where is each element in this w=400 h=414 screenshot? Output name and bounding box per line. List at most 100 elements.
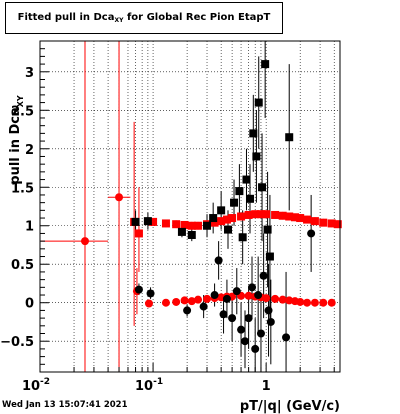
data-point-circle — [240, 337, 249, 346]
data-point-circle — [256, 329, 265, 338]
x-tick-label: 1 — [262, 379, 271, 394]
data-point-circle — [262, 294, 271, 303]
data-point-circle — [222, 294, 231, 303]
data-point-circle — [310, 298, 319, 307]
data-point-circle — [80, 237, 89, 246]
data-point-circle — [219, 310, 228, 319]
data-point-square — [180, 220, 189, 229]
data-point-square — [246, 194, 255, 203]
y-tick-label: 1 — [25, 220, 34, 235]
x-tick-label-exponent: -2 — [40, 377, 50, 387]
plot-frame — [39, 40, 341, 373]
y-tick-label: 2.5 — [11, 104, 34, 119]
data-point-circle — [319, 298, 328, 307]
timestamp: Wed Jan 13 15:07:41 2021 — [2, 400, 128, 410]
data-point-circle — [266, 317, 275, 326]
data-point-square — [224, 225, 233, 234]
data-point-circle — [161, 298, 170, 307]
data-point-circle — [259, 271, 268, 280]
chart-title-tail: for Global Rec Pion EtapT — [123, 12, 271, 23]
data-point-circle — [115, 193, 124, 202]
y-tick-label: −0.5 — [0, 335, 34, 350]
data-point-square — [263, 225, 272, 234]
data-point-square — [187, 230, 196, 239]
data-point-square — [209, 214, 218, 223]
data-point-square — [134, 229, 143, 238]
data-point-square — [285, 133, 294, 142]
data-point-square — [149, 217, 158, 226]
data-point-square — [172, 220, 181, 229]
data-point-square — [291, 213, 300, 222]
data-point-square — [285, 212, 294, 221]
data-point-square — [319, 218, 328, 227]
chart-title: Fitted pull in DcaXY for Global Rec Pion… — [6, 12, 282, 24]
data-point-square — [187, 221, 196, 230]
data-point-circle — [296, 297, 305, 306]
data-point-circle — [303, 298, 312, 307]
data-point-square — [242, 175, 251, 184]
data-point-circle — [203, 294, 212, 303]
data-point-circle — [214, 256, 223, 265]
data-point-square — [333, 220, 342, 229]
data-point-square — [222, 215, 231, 224]
data-point-square — [251, 210, 260, 219]
data-point-square — [228, 214, 237, 223]
data-point-square — [278, 211, 287, 220]
data-point-square — [249, 129, 258, 138]
y-axis-label-subscript: XY — [16, 95, 25, 107]
y-axis-label-text: pull in Dca — [8, 107, 23, 185]
data-point-circle — [278, 295, 287, 304]
data-point-square — [194, 221, 203, 230]
data-point-circle — [134, 285, 143, 294]
data-point-circle — [172, 297, 181, 306]
data-point-circle — [180, 296, 189, 305]
data-point-circle — [194, 295, 203, 304]
x-tick-label-base: 1 — [262, 379, 271, 394]
data-point-square — [256, 210, 265, 219]
y-tick-label: 3 — [25, 66, 34, 81]
data-point-circle — [264, 306, 273, 315]
data-point-square — [271, 210, 280, 219]
data-point-circle — [244, 314, 253, 323]
data-point-circle — [232, 287, 241, 296]
data-point-circle — [282, 333, 291, 342]
x-tick-label: 10-1 — [135, 377, 163, 394]
data-point-square — [230, 198, 239, 207]
error-bars — [40, 41, 340, 372]
x-tick-label-base: 10 — [135, 379, 153, 394]
data-point-circle — [251, 344, 260, 353]
data-point-circle — [237, 325, 246, 334]
data-point-circle — [327, 298, 336, 307]
data-point-square — [217, 206, 226, 215]
data-point-square — [237, 212, 246, 221]
data-point-circle — [307, 229, 316, 238]
data-point-square — [143, 217, 152, 226]
x-tick-label: 10-2 — [22, 377, 50, 394]
data-point-circle — [271, 294, 280, 303]
data-point-square — [252, 152, 261, 161]
data-point-circle — [244, 291, 253, 300]
data-point-circle — [248, 283, 257, 292]
data-point-circle — [183, 306, 192, 315]
chart-title-subscript: XY — [114, 17, 124, 24]
data-point-square — [217, 217, 226, 226]
chart-title-box: Fitted pull in DcaXY for Global Rec Pion… — [5, 2, 283, 34]
data-point-square — [203, 221, 212, 230]
chart-title-text: Fitted pull in Dca — [17, 12, 115, 23]
data-point-circle — [199, 302, 208, 311]
data-point-square — [238, 233, 247, 242]
data-point-circle — [187, 297, 196, 306]
y-tick-label: 1.5 — [11, 181, 34, 196]
data-point-square — [303, 215, 312, 224]
x-tick-label-base: 10 — [22, 379, 40, 394]
data-point-square — [310, 217, 319, 226]
data-point-square — [235, 187, 244, 196]
x-axis-label: pT/|q| (GeV/c) — [240, 399, 340, 414]
data-point-square — [265, 252, 274, 261]
y-tick-label: 0.5 — [11, 258, 34, 273]
y-axis-label: pull in DcaXY — [8, 95, 25, 185]
data-point-square — [261, 60, 270, 69]
data-point-circle — [144, 299, 153, 308]
